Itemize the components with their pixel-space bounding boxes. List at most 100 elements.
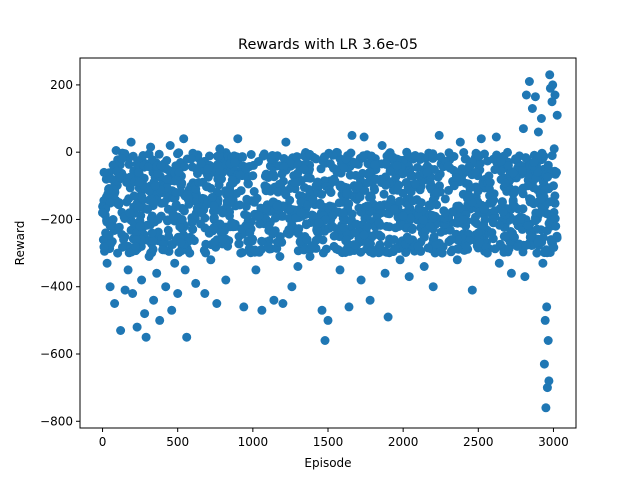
data-point [99, 167, 109, 177]
data-point [329, 231, 339, 241]
data-point [171, 200, 181, 210]
data-point [235, 170, 245, 180]
data-point [550, 90, 560, 100]
data-point [272, 201, 282, 211]
data-point [146, 142, 156, 152]
data-point [249, 160, 258, 170]
x-tick-label: 3000 [538, 435, 569, 449]
data-point [490, 206, 500, 216]
data-point [476, 134, 486, 144]
data-point [470, 167, 480, 177]
data-point [111, 146, 121, 155]
data-point [171, 188, 181, 197]
data-point [105, 282, 115, 292]
data-point [542, 383, 552, 393]
data-point [149, 295, 159, 305]
data-point [207, 192, 217, 202]
data-point [131, 241, 141, 251]
data-point [523, 181, 533, 191]
data-point [434, 130, 444, 140]
data-point [375, 201, 385, 210]
data-point [150, 181, 160, 191]
data-point [440, 194, 450, 204]
data-point [196, 219, 206, 229]
data-point [167, 305, 177, 315]
data-point [311, 154, 321, 164]
data-point [540, 315, 550, 325]
data-point [143, 204, 153, 214]
data-point [124, 159, 134, 169]
data-point [128, 289, 138, 298]
data-point [374, 218, 384, 228]
data-point [237, 152, 247, 162]
data-point [177, 178, 187, 188]
data-point [134, 177, 144, 187]
data-point [134, 202, 144, 212]
data-point [338, 208, 348, 218]
data-point [512, 241, 522, 251]
data-point [129, 191, 139, 201]
data-point [205, 151, 214, 161]
data-point [362, 222, 372, 231]
data-point [395, 255, 405, 265]
data-point [467, 285, 477, 295]
data-point [285, 195, 295, 205]
data-point [428, 149, 438, 159]
data-point [532, 248, 542, 258]
data-point [350, 228, 360, 238]
y-tick-label: 200 [50, 78, 73, 92]
data-point [404, 235, 414, 245]
data-point [173, 289, 183, 298]
data-point [540, 246, 550, 256]
data-point [536, 114, 546, 123]
data-point [242, 211, 252, 221]
data-point [148, 236, 158, 246]
data-point [122, 178, 132, 187]
data-point [549, 181, 558, 191]
data-point [173, 149, 182, 159]
data-point [410, 151, 420, 160]
data-point [101, 228, 111, 238]
data-point [154, 149, 164, 159]
data-point [201, 248, 211, 258]
data-point [451, 173, 461, 182]
data-point [266, 154, 276, 164]
data-point [543, 336, 553, 345]
data-point [299, 164, 309, 174]
data-point [317, 305, 327, 315]
data-point [318, 248, 328, 258]
data-point [341, 235, 351, 245]
data-point [390, 204, 399, 214]
x-tick-label: 1000 [238, 435, 269, 449]
data-point [328, 211, 338, 221]
data-point [500, 231, 510, 241]
data-point [114, 222, 124, 232]
data-point [530, 216, 540, 226]
data-point [102, 258, 112, 268]
data-point [464, 162, 474, 172]
data-point [152, 268, 162, 278]
data-point [425, 178, 435, 188]
data-point [299, 183, 309, 192]
data-point [538, 258, 548, 268]
data-point [388, 152, 398, 162]
y-tick-label: −400 [40, 280, 73, 294]
data-point [549, 144, 559, 154]
data-point [104, 184, 114, 194]
data-point [472, 219, 482, 229]
y-axis-label: Reward [13, 221, 27, 266]
data-point [339, 223, 349, 233]
data-point [530, 92, 540, 102]
data-point [497, 198, 507, 208]
data-point [147, 228, 157, 238]
data-point [239, 302, 249, 312]
data-point [311, 235, 321, 245]
data-point [452, 201, 462, 211]
data-point [473, 228, 483, 238]
x-tick-label: 0 [99, 435, 107, 449]
data-point [315, 200, 325, 209]
data-point [461, 241, 471, 251]
data-point [155, 315, 165, 325]
data-point [432, 200, 442, 210]
data-point [120, 285, 130, 295]
